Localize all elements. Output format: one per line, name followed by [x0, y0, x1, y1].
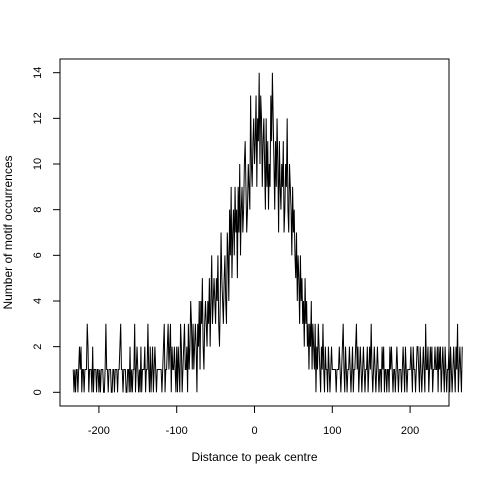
x-tick-label: -100: [166, 425, 188, 437]
y-tick-label: 10: [32, 158, 44, 170]
x-axis: -200 -100 0 100 200: [88, 406, 419, 437]
x-tick-label: 0: [251, 425, 257, 437]
y-tick-label: 4: [32, 298, 44, 304]
y-tick-label: 2: [32, 344, 44, 350]
x-axis-title: Distance to peak centre: [191, 450, 317, 464]
series-line: [72, 72, 463, 393]
x-tick-label: 200: [401, 425, 419, 437]
y-axis-title: Number of motif occurrences: [1, 155, 15, 309]
y-axis: 0 2 4 6 8 10 12 14: [32, 67, 60, 395]
x-tick-label: -200: [88, 425, 110, 437]
y-tick-label: 8: [32, 207, 44, 213]
y-tick-label: 6: [32, 252, 44, 258]
y-tick-label: 12: [32, 112, 44, 124]
plot-box: [59, 58, 450, 407]
y-tick-label: 14: [32, 67, 44, 79]
x-tick-label: 100: [323, 425, 341, 437]
y-tick-label: 0: [32, 389, 44, 395]
